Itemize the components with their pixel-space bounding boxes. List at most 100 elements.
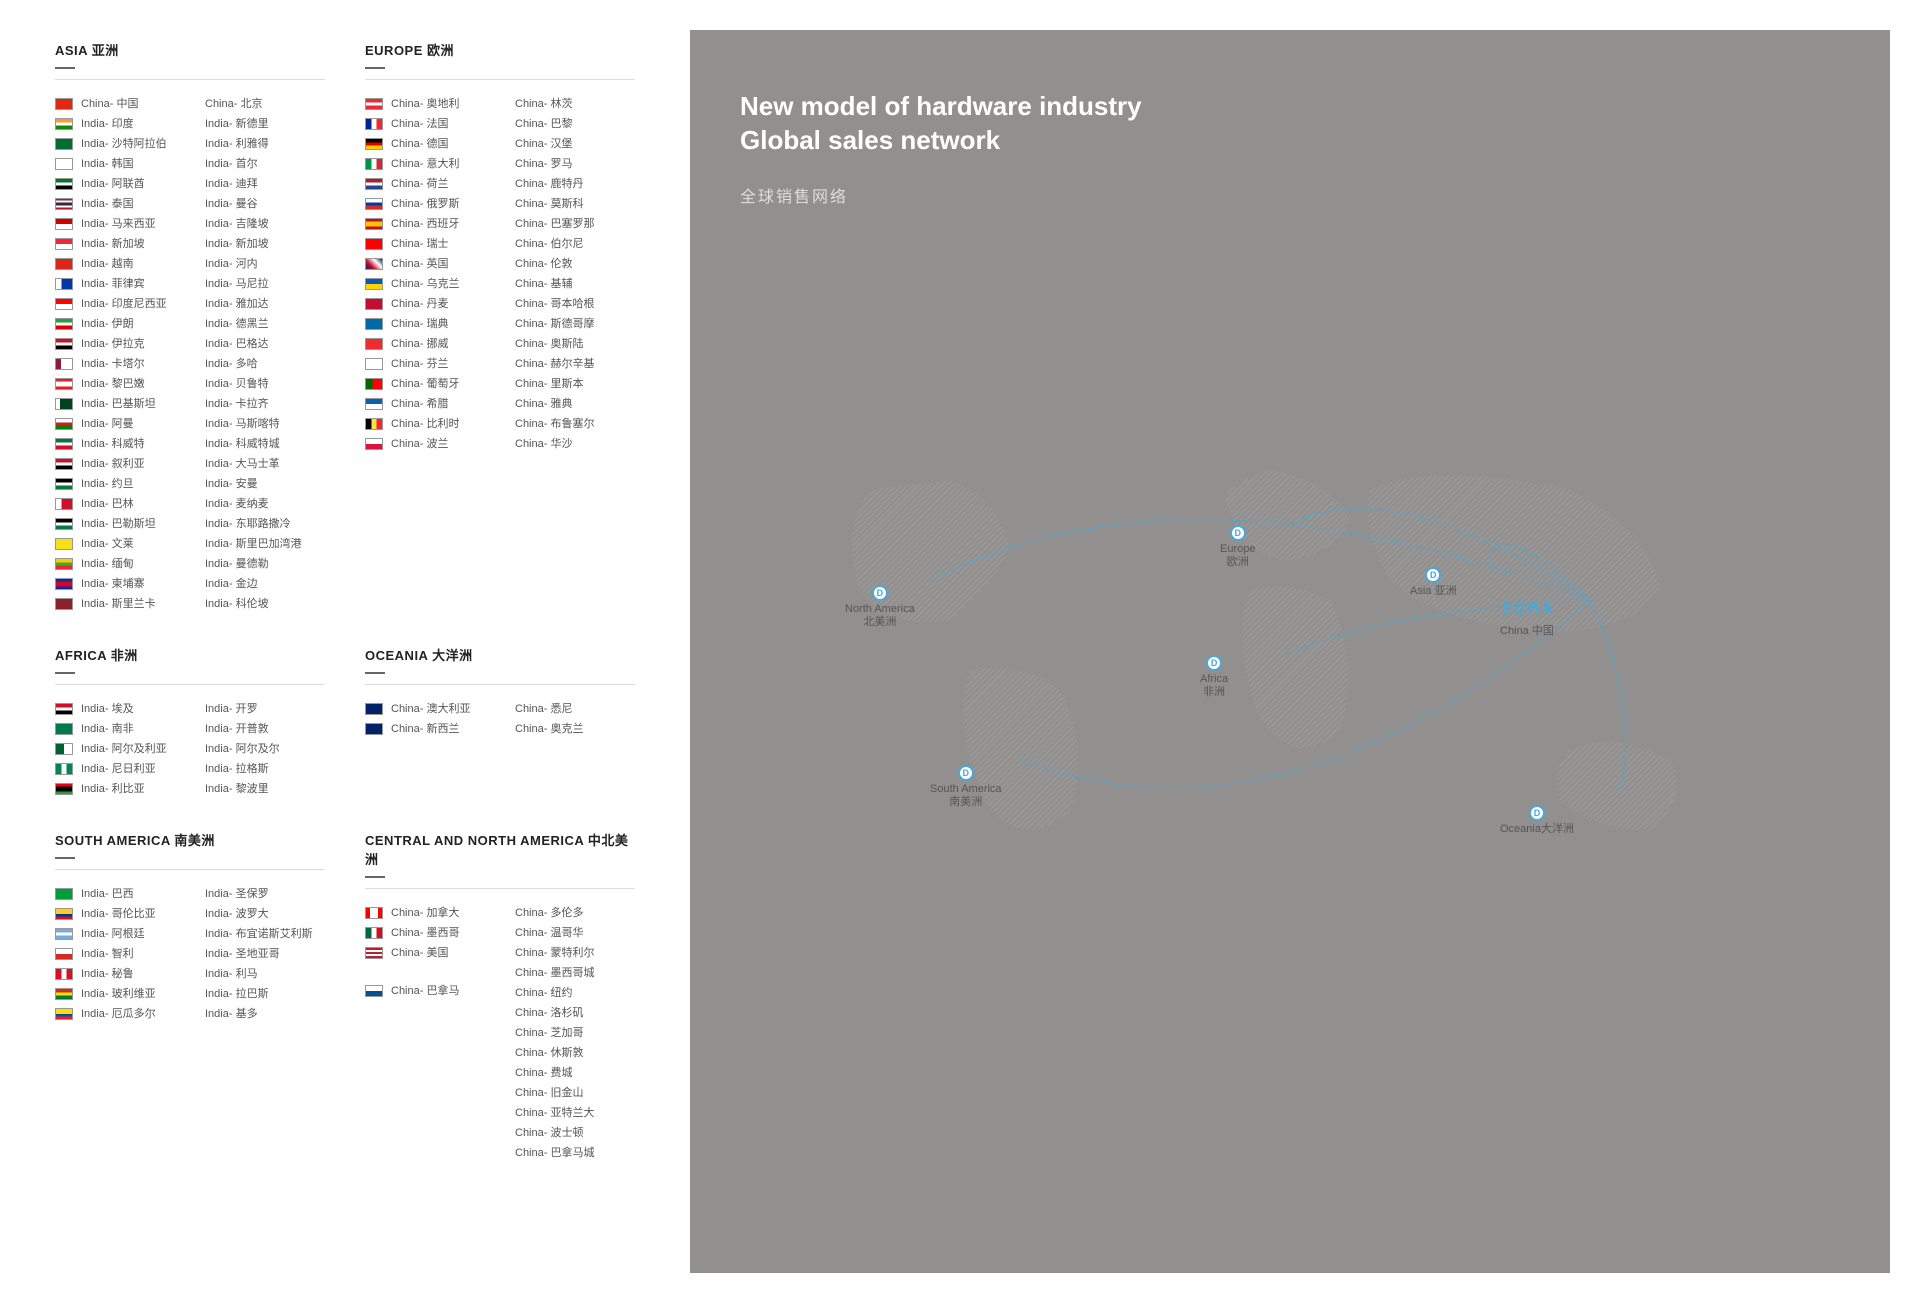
map-badge-icon: D (1425, 567, 1441, 583)
flag-icon (55, 418, 73, 430)
flag-icon (365, 258, 383, 270)
city-row: India- 斯里巴加湾港 (205, 535, 325, 553)
country-row: China- 美国 (365, 944, 485, 962)
country-row: China- 瑞士 (365, 235, 485, 253)
section-central: CENTRAL AND NORTH AMERICA 中北美洲China- 加拿大… (365, 830, 635, 1164)
country-row: India- 缅甸 (55, 555, 175, 573)
map-label: DAsia 亚洲 (1410, 567, 1456, 598)
country-row: China- 奥地利 (365, 95, 485, 113)
country-row: India- 伊朗 (55, 315, 175, 333)
right-title-1: New model of hardware industry (740, 90, 1840, 124)
country-row: India- 阿联酋 (55, 175, 175, 193)
flag-icon (55, 578, 73, 590)
country-row: India- 厄瓜多尔 (55, 1005, 175, 1023)
flag-icon (55, 318, 73, 330)
flag-icon (365, 238, 383, 250)
country-row: India- 斯里兰卡 (55, 595, 175, 613)
flag-icon (365, 947, 383, 959)
city-row: China- 赫尔辛基 (515, 355, 635, 373)
city-row: India- 雅加达 (205, 295, 325, 313)
city-row: China- 伦敦 (515, 255, 635, 273)
city-row: China- 基辅 (515, 275, 635, 293)
country-row: India- 文莱 (55, 535, 175, 553)
map-label: DOceania大洋洲 (1500, 805, 1574, 836)
city-row: China- 伯尔尼 (515, 235, 635, 253)
country-row: India- 玻利维亚 (55, 985, 175, 1003)
country-row: China- 意大利 (365, 155, 485, 173)
country-row: China- 芬兰 (365, 355, 485, 373)
flag-icon (55, 158, 73, 170)
country-row: India- 越南 (55, 255, 175, 273)
country-row: China- 法国 (365, 115, 485, 133)
city-row: China- 华沙 (515, 435, 635, 453)
city-row: India- 波罗大 (205, 905, 325, 923)
map-label: DNorth America北美洲 (845, 585, 915, 629)
city-row: China- 雅典 (515, 395, 635, 413)
section-title: CENTRAL AND NORTH AMERICA 中北美洲 (365, 830, 635, 889)
section-europe: EUROPE 欧洲 China- 奥地利 China- 法国 China- 德国 Chi… (365, 40, 635, 615)
country-row: China- 西班牙 (365, 215, 485, 233)
country-row: India- 黎巴嫩 (55, 375, 175, 393)
city-row: China- 布鲁塞尔 (515, 415, 635, 433)
country-row: China- 丹麦 (365, 295, 485, 313)
city-row: India- 金边 (205, 575, 325, 593)
flag-icon (365, 927, 383, 939)
country-row: China- 瑞典 (365, 315, 485, 333)
country-row: China- 德国 (365, 135, 485, 153)
country-row: India- 印度 (55, 115, 175, 133)
city-row: India- 安曼 (205, 475, 325, 493)
map-badge-icon: D (1206, 655, 1222, 671)
city-row: China- 费城 (515, 1064, 635, 1082)
city-row: India- 圣保罗 (205, 885, 325, 903)
flag-icon (365, 378, 383, 390)
section-title: OCEANIA 大洋洲 (365, 645, 635, 685)
section-title: EUROPE 欧洲 (365, 40, 635, 80)
flag-icon (365, 907, 383, 919)
country-row: India- 巴基斯坦 (55, 395, 175, 413)
flag-icon (55, 888, 73, 900)
country-row: China- 澳大利亚 (365, 700, 485, 718)
country-row: India- 埃及 (55, 700, 175, 718)
country-row: India- 印度尼西亚 (55, 295, 175, 313)
section-title: AFRICA 非洲 (55, 645, 325, 685)
country-row: India- 巴勒斯坦 (55, 515, 175, 533)
city-row: China- 蒙特利尔 (515, 944, 635, 962)
flag-icon (55, 498, 73, 510)
right-title-2: Global sales network (740, 124, 1840, 158)
flag-icon (365, 318, 383, 330)
city-row: China- 芝加哥 (515, 1024, 635, 1042)
flag-icon (55, 988, 73, 1000)
city-row: India- 科威特城 (205, 435, 325, 453)
map-label: DAfrica非洲 (1200, 655, 1228, 699)
flag-icon (55, 338, 73, 350)
map-badge-icon: D (1529, 805, 1545, 821)
city-row: China- 巴黎 (515, 115, 635, 133)
city-row: India- 基多 (205, 1005, 325, 1023)
city-row: India- 马尼拉 (205, 275, 325, 293)
country-row: India- 伊拉克 (55, 335, 175, 353)
country-row: India- 巴林 (55, 495, 175, 513)
city-row: India- 多哈 (205, 355, 325, 373)
city-row: India- 迪拜 (205, 175, 325, 193)
country-row: India- 阿尔及利亚 (55, 740, 175, 758)
flag-icon (55, 783, 73, 795)
flag-icon (55, 1008, 73, 1020)
country-row: India- 利比亚 (55, 780, 175, 798)
country-row: India- 柬埔寨 (55, 575, 175, 593)
flag-icon (55, 598, 73, 610)
flag-icon (365, 358, 383, 370)
flag-icon (365, 438, 383, 450)
city-row: India- 曼谷 (205, 195, 325, 213)
city-row: China- 旧金山 (515, 1084, 635, 1102)
flag-icon (365, 723, 383, 735)
flag-icon (55, 378, 73, 390)
flag-icon (365, 703, 383, 715)
map-badge-icon: D (958, 765, 974, 781)
city-row: China- 悉尼 (515, 700, 635, 718)
flag-icon (365, 338, 383, 350)
flag-icon (55, 398, 73, 410)
flag-icon (55, 968, 73, 980)
flag-icon (55, 518, 73, 530)
city-row: China- 休斯敦 (515, 1044, 635, 1062)
city-row: India- 拉巴斯 (205, 985, 325, 1003)
